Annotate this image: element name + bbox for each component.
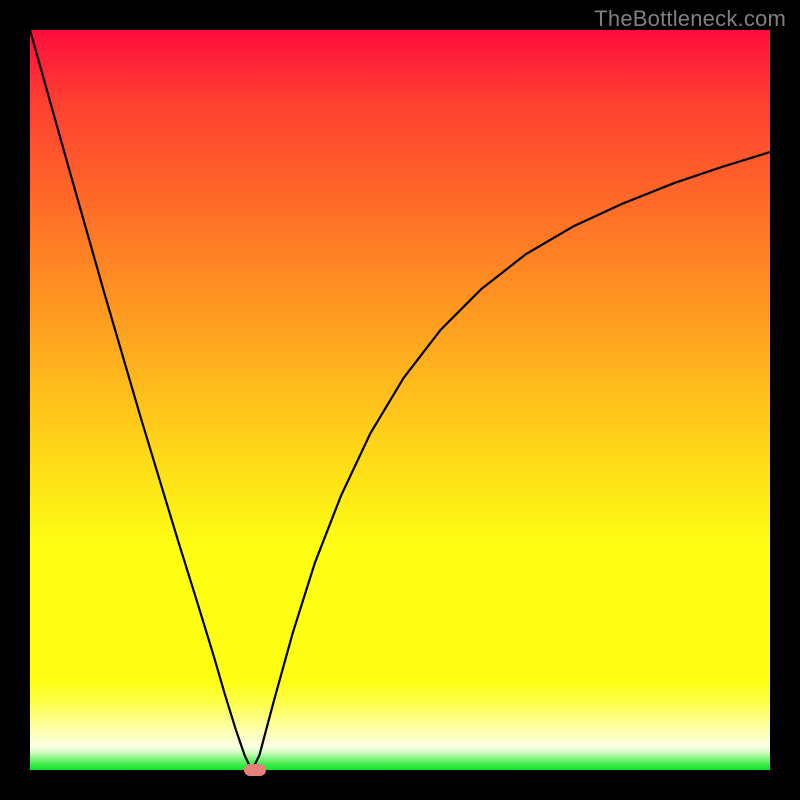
optimum-marker <box>244 764 266 776</box>
bottleneck-curve <box>30 30 770 770</box>
plot-area <box>30 30 770 770</box>
watermark-text: TheBottleneck.com <box>594 6 786 32</box>
curve-right-branch <box>252 152 770 770</box>
chart-frame: TheBottleneck.com <box>0 0 800 800</box>
curve-left-branch <box>30 30 252 770</box>
